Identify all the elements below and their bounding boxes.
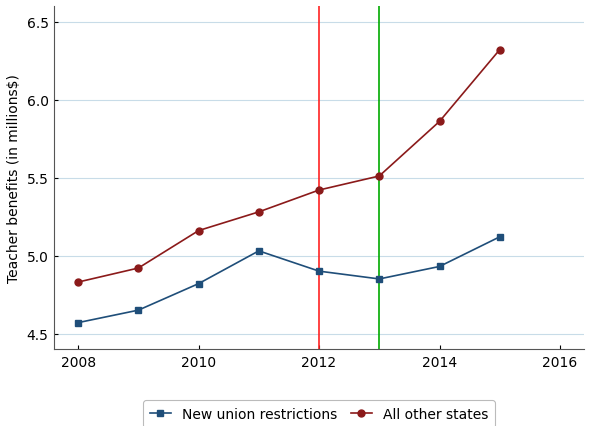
New union restrictions [436,264,443,269]
All other states [436,120,443,125]
New union restrictions [255,249,262,254]
New union restrictions [316,269,323,274]
New union restrictions [376,277,383,282]
All other states [376,174,383,179]
New union restrictions [74,320,82,325]
All other states [74,280,82,285]
New union restrictions [195,282,202,287]
New union restrictions [135,308,142,313]
New union restrictions [496,235,504,240]
Line: New union restrictions: New union restrictions [74,234,503,326]
All other states [255,210,262,215]
All other states [135,266,142,271]
All other states [195,228,202,233]
Legend: New union restrictions, All other states: New union restrictions, All other states [143,400,495,426]
Y-axis label: Teacher benefits (in millions$): Teacher benefits (in millions$) [7,74,21,282]
Line: All other states: All other states [74,47,503,286]
All other states [496,48,504,53]
All other states [316,188,323,193]
